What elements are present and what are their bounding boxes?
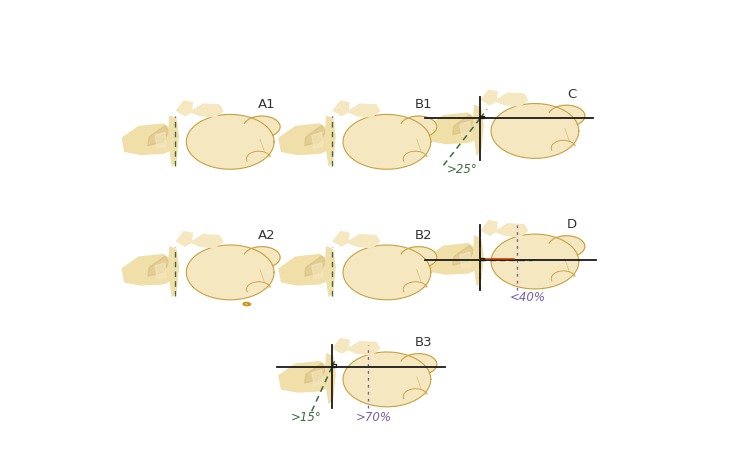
Text: C: C: [567, 88, 576, 100]
Polygon shape: [452, 245, 474, 265]
Bar: [480, 258, 485, 260]
Text: >15°: >15°: [291, 411, 322, 424]
Polygon shape: [491, 104, 579, 158]
Polygon shape: [187, 245, 274, 300]
Polygon shape: [155, 263, 166, 278]
Text: B3: B3: [415, 336, 432, 349]
Polygon shape: [312, 132, 323, 147]
Polygon shape: [343, 245, 431, 300]
Polygon shape: [403, 282, 427, 292]
Text: B1: B1: [415, 98, 432, 112]
Text: B2: B2: [415, 229, 432, 242]
Text: A2: A2: [258, 229, 276, 242]
Polygon shape: [495, 93, 527, 106]
Polygon shape: [305, 125, 326, 146]
Polygon shape: [325, 354, 335, 403]
Text: >70%: >70%: [356, 411, 392, 424]
Polygon shape: [246, 151, 270, 161]
Polygon shape: [551, 271, 575, 281]
Polygon shape: [169, 116, 178, 166]
Polygon shape: [333, 101, 349, 115]
Polygon shape: [401, 354, 437, 373]
Polygon shape: [177, 101, 192, 115]
Polygon shape: [460, 252, 471, 267]
Polygon shape: [279, 124, 326, 154]
Text: <40%: <40%: [509, 291, 545, 304]
Polygon shape: [460, 122, 471, 137]
Polygon shape: [190, 235, 223, 248]
Polygon shape: [244, 116, 280, 135]
Polygon shape: [305, 363, 326, 383]
Polygon shape: [473, 236, 483, 285]
Polygon shape: [549, 105, 585, 124]
Polygon shape: [244, 247, 280, 266]
Polygon shape: [549, 236, 585, 255]
Polygon shape: [148, 256, 169, 276]
Polygon shape: [452, 114, 474, 135]
Polygon shape: [482, 221, 497, 235]
Polygon shape: [325, 116, 335, 166]
Text: >25°: >25°: [446, 163, 477, 176]
Polygon shape: [169, 247, 178, 296]
Polygon shape: [279, 254, 326, 285]
Polygon shape: [155, 132, 166, 147]
Polygon shape: [279, 361, 326, 392]
Bar: [332, 364, 336, 367]
Polygon shape: [148, 125, 169, 146]
Polygon shape: [427, 113, 474, 144]
Polygon shape: [312, 263, 323, 278]
Polygon shape: [495, 224, 527, 237]
Polygon shape: [401, 247, 437, 266]
Polygon shape: [122, 124, 169, 154]
Polygon shape: [325, 247, 335, 296]
Polygon shape: [348, 104, 380, 117]
Polygon shape: [401, 116, 437, 135]
Polygon shape: [348, 235, 380, 248]
Polygon shape: [403, 151, 427, 161]
Polygon shape: [246, 282, 270, 292]
Polygon shape: [348, 341, 380, 355]
Polygon shape: [333, 339, 349, 353]
Polygon shape: [187, 114, 274, 169]
Polygon shape: [177, 232, 192, 246]
Polygon shape: [473, 106, 483, 155]
Polygon shape: [305, 256, 326, 276]
Text: A1: A1: [258, 98, 276, 112]
Polygon shape: [190, 104, 223, 117]
Polygon shape: [333, 232, 349, 246]
Polygon shape: [491, 234, 579, 289]
Polygon shape: [482, 90, 497, 105]
Polygon shape: [122, 254, 169, 285]
Polygon shape: [312, 370, 323, 385]
Polygon shape: [343, 352, 431, 407]
Polygon shape: [403, 389, 427, 399]
Bar: [480, 116, 485, 118]
Polygon shape: [551, 140, 575, 150]
Text: D: D: [566, 218, 577, 231]
Polygon shape: [427, 244, 474, 274]
Polygon shape: [343, 114, 431, 169]
